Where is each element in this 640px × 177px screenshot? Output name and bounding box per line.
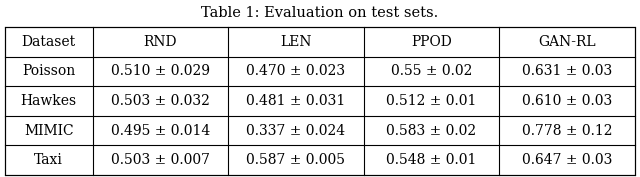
Text: PPOD: PPOD <box>411 35 452 49</box>
Text: 0.548 ± 0.01: 0.548 ± 0.01 <box>387 153 477 167</box>
Text: 0.510 ± 0.029: 0.510 ± 0.029 <box>111 64 210 78</box>
Text: LEN: LEN <box>280 35 312 49</box>
Text: 0.631 ± 0.03: 0.631 ± 0.03 <box>522 64 612 78</box>
Text: RND: RND <box>143 35 177 49</box>
Bar <box>5 27 635 175</box>
Text: 0.647 ± 0.03: 0.647 ± 0.03 <box>522 153 612 167</box>
Text: 0.55 ± 0.02: 0.55 ± 0.02 <box>391 64 472 78</box>
Text: 0.778 ± 0.12: 0.778 ± 0.12 <box>522 124 612 138</box>
Text: Hawkes: Hawkes <box>20 94 77 108</box>
Text: 0.587 ± 0.005: 0.587 ± 0.005 <box>246 153 346 167</box>
Text: Taxi: Taxi <box>35 153 63 167</box>
Text: 0.337 ± 0.024: 0.337 ± 0.024 <box>246 124 346 138</box>
Text: 0.495 ± 0.014: 0.495 ± 0.014 <box>111 124 210 138</box>
Text: MIMIC: MIMIC <box>24 124 74 138</box>
Text: 0.583 ± 0.02: 0.583 ± 0.02 <box>387 124 477 138</box>
Text: Poisson: Poisson <box>22 64 76 78</box>
Text: GAN-RL: GAN-RL <box>538 35 596 49</box>
Text: 0.481 ± 0.031: 0.481 ± 0.031 <box>246 94 346 108</box>
Text: 0.503 ± 0.032: 0.503 ± 0.032 <box>111 94 210 108</box>
Text: 0.470 ± 0.023: 0.470 ± 0.023 <box>246 64 346 78</box>
Text: 0.610 ± 0.03: 0.610 ± 0.03 <box>522 94 612 108</box>
Text: 0.512 ± 0.01: 0.512 ± 0.01 <box>387 94 477 108</box>
Text: Table 1: Evaluation on test sets.: Table 1: Evaluation on test sets. <box>202 6 438 20</box>
Text: Dataset: Dataset <box>22 35 76 49</box>
Text: 0.503 ± 0.007: 0.503 ± 0.007 <box>111 153 210 167</box>
